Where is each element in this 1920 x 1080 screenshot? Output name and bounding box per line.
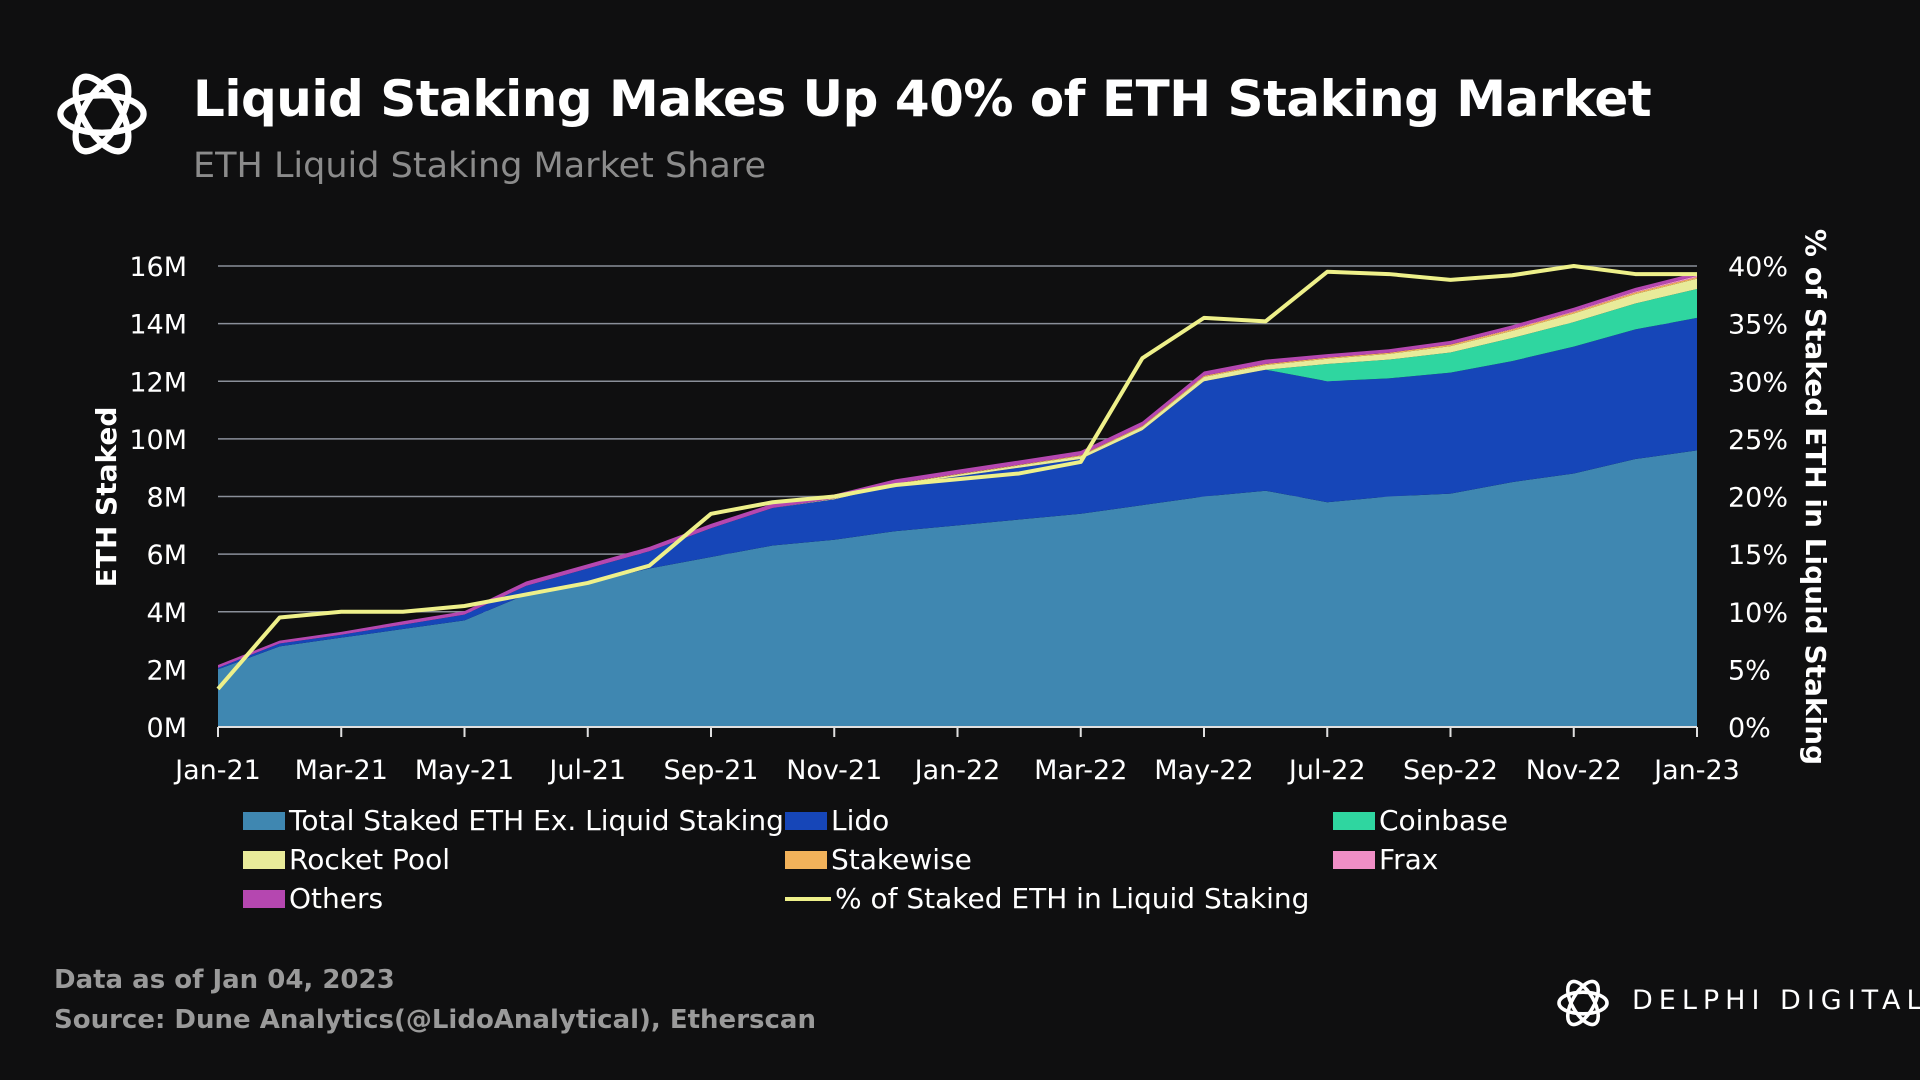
legend-swatch <box>1333 850 1375 869</box>
legend-label: Total Staked ETH Ex. Liquid Staking <box>289 804 784 837</box>
y2-tick-label: 40% <box>1728 252 1788 283</box>
legend-swatch <box>785 850 827 869</box>
brand-name: DELPHI DIGITAL <box>1632 985 1920 1016</box>
chart-area: 0M 2M 4M 6M 8M 10M 12M 14M 16M 0% 5% 10% 15% 20% 25% 30… <box>90 229 1832 786</box>
data-date-note: Data as of Jan 04, 2023 <box>54 965 395 995</box>
y2-tick-label: 20% <box>1728 483 1788 514</box>
y2-axis-title: % of Staked ETH in Liquid Staking <box>1799 229 1832 765</box>
y-tick-label: 14M <box>129 310 187 341</box>
delphi-footer-logo-icon <box>1557 979 1609 1027</box>
legend-item: Frax <box>1333 843 1438 876</box>
x-tick-label: Jul-22 <box>1287 755 1366 786</box>
legend-item: Stakewise <box>785 843 972 876</box>
x-tick-label: Jul-21 <box>547 755 626 786</box>
x-tick-label: Mar-22 <box>1034 755 1127 786</box>
x-tick-label: May-22 <box>1154 755 1253 786</box>
legend-item: Coinbase <box>1333 804 1508 837</box>
legend-label: Coinbase <box>1379 804 1508 837</box>
y-tick-label: 8M <box>147 483 187 514</box>
x-tick-label: Sep-21 <box>664 755 759 786</box>
y-axis-title: ETH Staked <box>90 407 123 588</box>
x-tick-label: Mar-21 <box>295 755 388 786</box>
legend-item: Rocket Pool <box>243 843 450 876</box>
legend-swatch <box>243 811 285 830</box>
legend-label: Lido <box>831 804 890 837</box>
legend-item: % of Staked ETH in Liquid Staking <box>785 882 1309 915</box>
y2-tick-label: 25% <box>1728 425 1788 456</box>
x-tick-label: Jan-21 <box>173 755 261 786</box>
legend-label: Stakewise <box>831 843 972 876</box>
legend-swatch <box>785 811 827 830</box>
legend-item: Total Staked ETH Ex. Liquid Staking <box>243 804 784 837</box>
chart-subtitle: ETH Liquid Staking Market Share <box>193 146 766 186</box>
x-tick-label: May-21 <box>415 755 514 786</box>
chart-title: Liquid Staking Makes Up 40% of ETH Staki… <box>193 70 1652 128</box>
y2-tick-label: 35% <box>1728 310 1788 341</box>
y-tick-label: 6M <box>147 540 187 571</box>
y-tick-label: 2M <box>147 655 187 686</box>
delphi-logo-icon <box>57 73 147 155</box>
legend-label: % of Staked ETH in Liquid Staking <box>835 882 1310 915</box>
x-tick-label: Jan-23 <box>1652 755 1740 786</box>
y2-tick-label: 15% <box>1728 540 1788 571</box>
y-tick-label: 12M <box>129 367 187 398</box>
area-total-staked-eth-ex-liquid-staking <box>218 450 1697 727</box>
legend-item: Lido <box>785 804 889 837</box>
legend-swatch <box>1333 811 1375 830</box>
legend-label: Others <box>289 882 384 915</box>
x-tick-label: Nov-21 <box>786 755 882 786</box>
legend-label: Frax <box>1379 843 1439 876</box>
y-tick-label: 4M <box>147 598 187 629</box>
y2-tick-label: 0% <box>1728 713 1771 744</box>
y-tick-label: 16M <box>129 252 187 283</box>
legend-label: Rocket Pool <box>289 843 450 876</box>
source-note: Source: Dune Analytics(@LidoAnalytical),… <box>54 1005 816 1035</box>
x-tick-label: Sep-22 <box>1403 755 1498 786</box>
y2-tick-label: 5% <box>1728 655 1771 686</box>
legend-swatch <box>243 850 285 869</box>
area-others <box>218 272 1697 668</box>
legend-swatch <box>243 889 285 908</box>
y-tick-label: 10M <box>129 425 187 456</box>
y2-tick-label: 30% <box>1728 367 1788 398</box>
x-tick-label: Nov-22 <box>1526 755 1622 786</box>
x-tick-label: Jan-22 <box>913 755 1001 786</box>
legend-item: Others <box>243 882 383 915</box>
legend-swatch <box>785 896 831 901</box>
y-tick-label: 0M <box>147 713 187 744</box>
y2-tick-label: 10% <box>1728 598 1788 629</box>
